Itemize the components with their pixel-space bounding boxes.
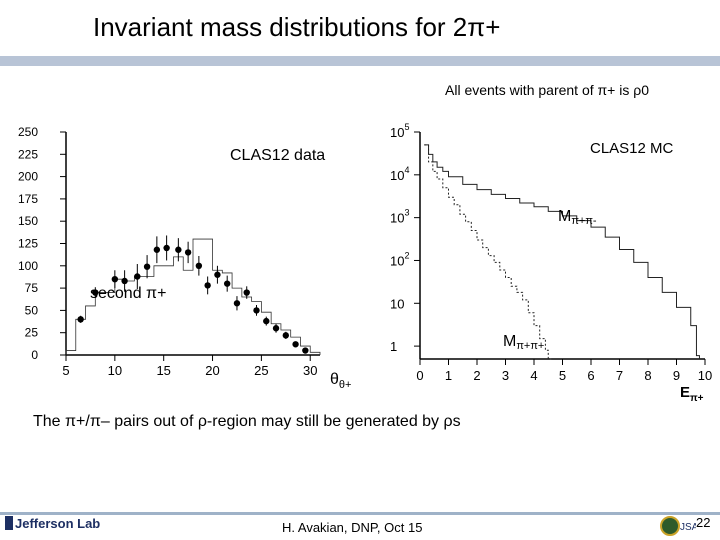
data-point — [163, 244, 170, 252]
right-y-tick-exponent: 4 — [404, 165, 409, 175]
jlab-logo-icon — [5, 516, 13, 530]
right-y-tick-exponent: 5 — [404, 122, 409, 132]
right-x-label-main: E — [680, 384, 690, 401]
clas12-data-chart: 5 10 15 20 25 30 0 25 50 75 100 125 150 175 200 225 250… — [18, 125, 351, 391]
data-point — [263, 317, 270, 325]
data-point — [92, 289, 99, 296]
right-x-tick-label: 4 — [530, 368, 537, 383]
right-x-tick-label: 1 — [445, 368, 452, 383]
right-x-tick-label: 0 — [416, 368, 423, 383]
left-x-tick-label: 25 — [254, 363, 268, 378]
second-pi-label: second π+ — [90, 285, 166, 302]
mc-series-line — [424, 144, 552, 360]
left-y-tick-label: 200 — [18, 170, 38, 184]
left-x-tick-label: 10 — [108, 363, 122, 378]
right-y-tick-label: 103 — [390, 208, 409, 226]
left-x-tick-label: 20 — [205, 363, 219, 378]
jsa-mark: JSA — [680, 522, 696, 533]
left-y-tick-label: 250 — [18, 125, 38, 139]
right-y-tick-base: 10 — [390, 253, 404, 268]
mc-histogram-outline — [65, 238, 321, 355]
data-point — [134, 273, 141, 280]
data-point — [214, 271, 221, 278]
footer-author: H. Avakian, DNP, Oct 15 — [282, 520, 423, 535]
data-point — [175, 246, 182, 253]
right-y-tick-label: 1 — [390, 339, 397, 354]
right-y-tick-exponent: 3 — [404, 208, 409, 218]
data-point — [143, 263, 151, 270]
doe-seal-icon — [660, 516, 680, 536]
left-x-tick-label: 15 — [156, 363, 170, 378]
series-label-pipm-sub: π+π- — [571, 215, 597, 227]
mc-series-line — [424, 144, 700, 359]
data-point — [153, 246, 161, 253]
series-label-pipp-sub: π+π+ — [516, 340, 544, 352]
right-x-tick-label: 3 — [502, 368, 509, 383]
right-y-tick-label: 102 — [390, 250, 409, 268]
data-point — [282, 332, 290, 339]
left-x-label-sub: θ+ — [339, 379, 352, 391]
right-y-tick-label: 104 — [390, 165, 409, 183]
left-y-tick-label: 225 — [18, 147, 38, 161]
right-x-label: Eπ+ — [680, 384, 704, 404]
data-point — [184, 249, 192, 256]
left-chart-label: CLAS12 data — [230, 147, 325, 164]
data-point — [243, 289, 250, 296]
right-y-tick-base: 1 — [390, 339, 397, 354]
title-bar — [0, 56, 720, 66]
right-y-tick-base: 10 — [390, 296, 404, 311]
left-y-tick-label: 125 — [18, 237, 38, 251]
data-point — [233, 300, 241, 307]
right-y-tick-base: 10 — [390, 211, 404, 226]
sponsor-emblems: JSA — [660, 516, 696, 536]
left-x-tick-label: 30 — [303, 363, 317, 378]
right-chart-label: CLAS12 MC — [590, 140, 674, 157]
jefferson-lab-logo: Jefferson Lab — [5, 516, 100, 531]
data-point — [111, 275, 119, 283]
right-y-tick-exponent: 2 — [404, 250, 409, 260]
data-point — [121, 277, 128, 285]
right-x-tick-label: 5 — [559, 368, 566, 383]
left-x-label-main: θ — [330, 371, 339, 388]
data-point — [253, 307, 260, 314]
page-number: 22 — [696, 515, 711, 530]
data-point — [292, 341, 299, 348]
data-point — [204, 282, 211, 289]
left-x-tick-label: 5 — [62, 363, 69, 378]
left-y-tick-label: 25 — [25, 326, 39, 340]
right-x-tick-label: 2 — [473, 368, 480, 383]
slide-title: Invariant mass distributions for 2π+ — [93, 12, 501, 42]
right-x-tick-label: 9 — [673, 368, 680, 383]
left-y-tick-label: 50 — [25, 303, 39, 317]
data-point — [302, 347, 309, 354]
right-x-tick-label: 7 — [616, 368, 623, 383]
left-y-tick-label: 175 — [18, 192, 38, 206]
series-label-pipp-main: M — [503, 333, 516, 350]
data-point — [195, 262, 203, 269]
right-x-tick-label: 6 — [587, 368, 594, 383]
series-label-pipm-main: M — [558, 208, 571, 225]
left-x-label: θθ+ — [330, 371, 351, 391]
right-x-tick-label: 8 — [644, 368, 651, 383]
logo-text: Jefferson Lab — [15, 516, 101, 531]
left-y-tick-label: 100 — [18, 259, 38, 273]
left-y-tick-label: 0 — [31, 348, 38, 362]
right-y-tick-base: 10 — [390, 168, 404, 183]
mc-subtitle: All events with parent of π+ is ρ0 — [445, 82, 649, 98]
right-y-tick-label: 10 — [390, 296, 404, 311]
left-y-tick-label: 150 — [18, 214, 38, 228]
right-x-label-sub: π+ — [690, 393, 704, 404]
data-point — [223, 280, 231, 287]
data-point — [77, 316, 84, 323]
slide-caption: The π+/π– pairs out of ρ-region may stil… — [33, 413, 461, 430]
footer-rule — [0, 512, 720, 515]
data-point — [272, 325, 280, 332]
series-label-pipm: Mπ+π- — [558, 208, 597, 227]
series-label-pipp: Mπ+π+ — [503, 333, 544, 352]
left-y-tick-label: 75 — [25, 281, 39, 295]
right-y-tick-label: 105 — [390, 122, 409, 140]
right-x-tick-label: 10 — [698, 368, 712, 383]
right-y-tick-base: 10 — [390, 125, 404, 140]
